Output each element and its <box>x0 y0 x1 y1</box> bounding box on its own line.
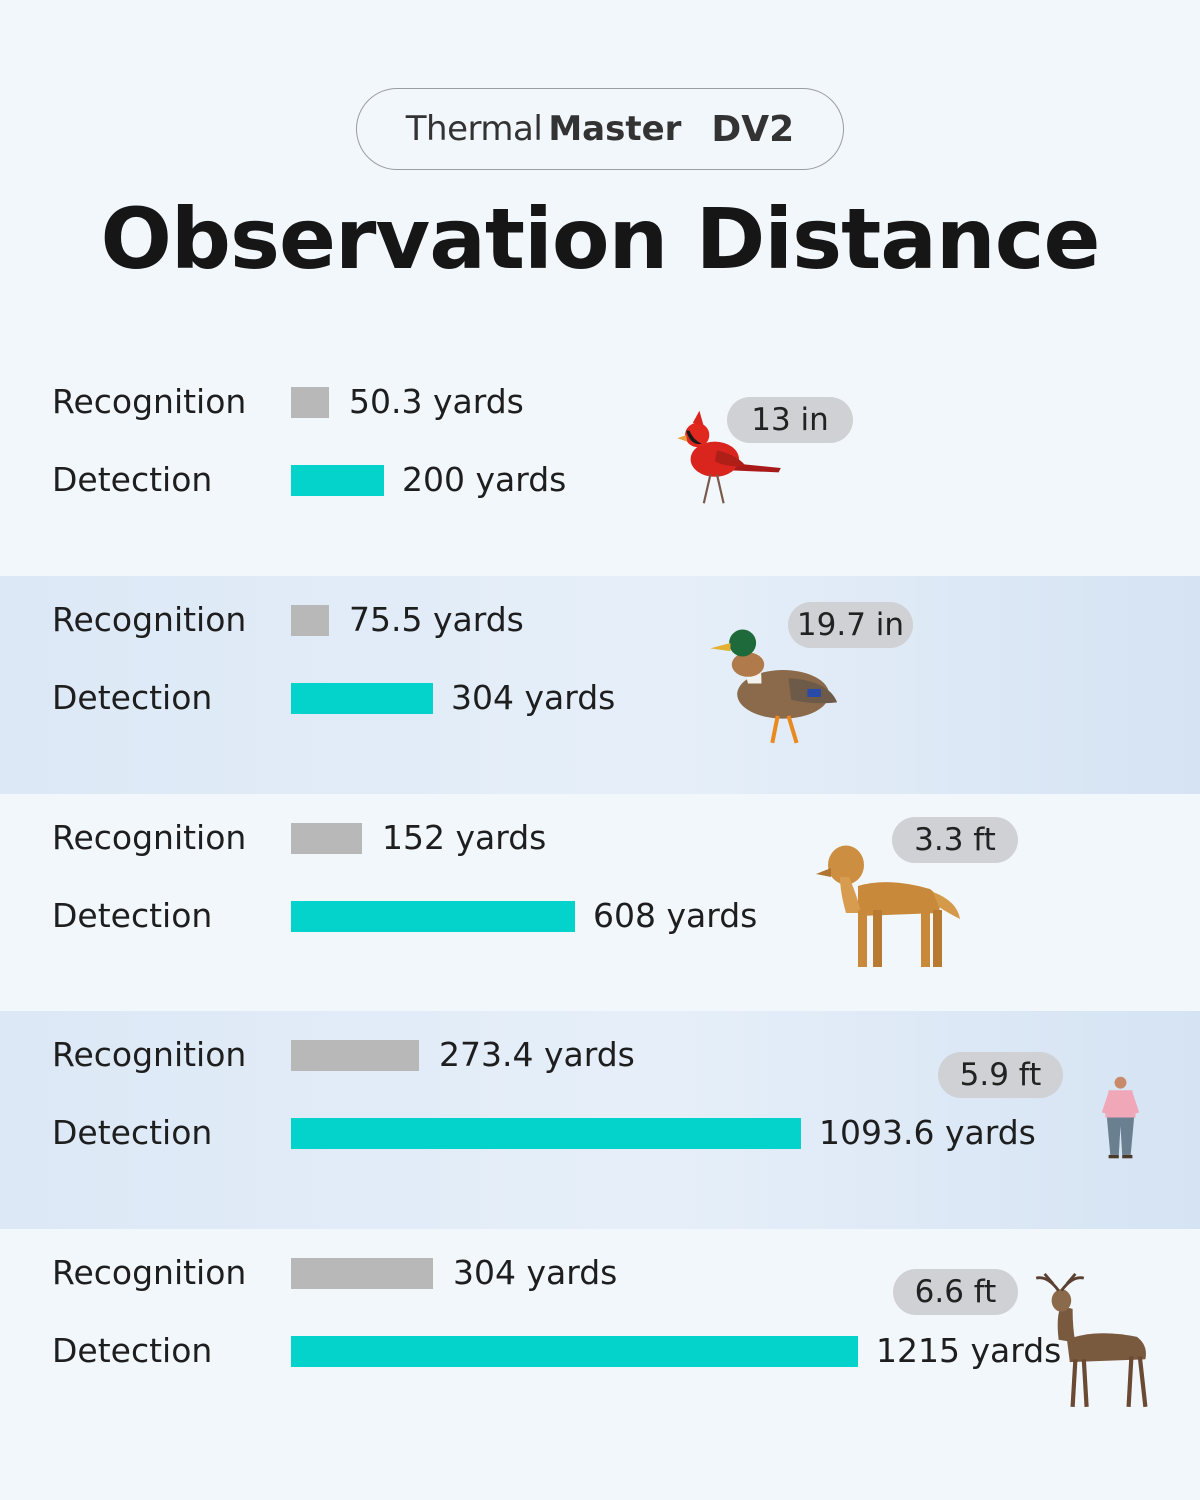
detection-bar <box>291 1336 858 1367</box>
target-size-badge: 19.7 in <box>788 602 913 648</box>
detection-value: 1215 yards <box>876 1331 1062 1370</box>
detection-bar <box>291 1118 801 1149</box>
detection-label: Detection <box>52 1113 213 1152</box>
detection-label: Detection <box>52 678 213 717</box>
brand-model: DV2 <box>711 108 795 150</box>
detection-label: Detection <box>52 1331 213 1370</box>
page-title: Observation Distance <box>100 190 1101 288</box>
deer-icon <box>1025 1255 1165 1434</box>
detection-bar <box>291 465 384 496</box>
detection-value: 608 yards <box>593 896 758 935</box>
recognition-value: 304 yards <box>453 1253 618 1292</box>
dog-icon <box>808 826 968 980</box>
recognition-bar <box>291 1040 419 1071</box>
detection-bar <box>291 901 575 932</box>
detection-bar <box>291 683 433 714</box>
recognition-label: Recognition <box>52 600 247 639</box>
recognition-bar <box>291 823 362 854</box>
recognition-label: Recognition <box>52 1035 247 1074</box>
recognition-bar <box>291 387 329 418</box>
detection-value: 200 yards <box>402 460 567 499</box>
recognition-label: Recognition <box>52 818 247 857</box>
recognition-bar <box>291 1258 433 1289</box>
brand-name-bold: Master <box>548 109 682 149</box>
recognition-label: Recognition <box>52 382 247 421</box>
brand-name-light: Thermal <box>405 109 543 149</box>
recognition-value: 273.4 yards <box>439 1035 635 1074</box>
detection-value: 304 yards <box>451 678 616 717</box>
target-size-badge: 5.9 ft <box>938 1052 1063 1098</box>
brand-badge: Thermal Master DV2 <box>356 88 844 170</box>
duck-icon <box>690 616 860 755</box>
recognition-value: 50.3 yards <box>349 382 524 421</box>
detection-value: 1093.6 yards <box>819 1113 1036 1152</box>
target-size-badge: 6.6 ft <box>893 1269 1018 1315</box>
target-row <box>0 576 1200 794</box>
recognition-bar <box>291 605 329 636</box>
target-size-badge: 13 in <box>727 397 853 443</box>
recognition-label: Recognition <box>52 1253 247 1292</box>
recognition-value: 152 yards <box>382 818 547 857</box>
recognition-value: 75.5 yards <box>349 600 524 639</box>
person-icon <box>1078 1020 1163 1219</box>
detection-label: Detection <box>52 460 213 499</box>
cardinal-icon <box>648 402 808 516</box>
target-size-badge: 3.3 ft <box>892 817 1018 863</box>
detection-label: Detection <box>52 896 213 935</box>
